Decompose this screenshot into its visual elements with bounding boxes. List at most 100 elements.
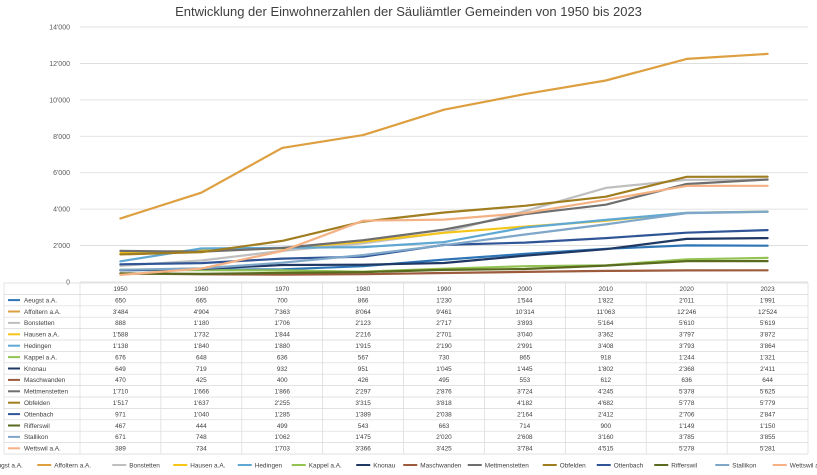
chart-title: Entwicklung der Einwohnerzahlen der Säul… [175, 4, 642, 19]
table-series-name: Stallikon [24, 434, 49, 441]
data-label: 2'297 [355, 389, 371, 396]
data-label: 2'847 [760, 411, 776, 418]
y-tick-label: 4'000 [53, 207, 70, 214]
legend-entry: Rifferswil [671, 462, 697, 469]
data-label: 932 [277, 366, 288, 373]
data-label: 5'619 [760, 320, 776, 327]
data-label: 1'285 [275, 411, 291, 418]
legend-entry: Kappel a.A. [309, 462, 342, 469]
data-label: 2'608 [517, 434, 533, 441]
legend: Aeugst a.A. Affoltern a.A. Bonstetten Hause… [0, 462, 817, 469]
series-line-9 [119, 175, 769, 256]
data-label: 865 [520, 354, 531, 361]
x-category-label: 2000 [518, 286, 533, 293]
legend-entry: Stallikon [732, 462, 757, 469]
legend-entry: Obfelden [560, 462, 586, 469]
y-tick-label: 10'000 [49, 97, 70, 104]
data-label: 951 [358, 366, 369, 373]
y-tick-label: 2'000 [53, 243, 70, 250]
data-label: 2'412 [598, 411, 614, 418]
data-label: 1'710 [113, 389, 129, 396]
y-tick-label: 8'000 [53, 134, 70, 141]
table-series-name: Rifferswil [24, 423, 50, 430]
table-series-name: Ottenbach [24, 411, 54, 418]
data-label: 663 [439, 423, 450, 430]
data-label: 2'991 [517, 343, 533, 350]
data-label: 1'244 [679, 354, 695, 361]
data-label: 1'880 [275, 343, 291, 350]
data-label: 5'610 [679, 320, 695, 327]
data-label: 734 [196, 446, 207, 453]
data-label: 665 [196, 297, 207, 304]
series-line-13 [119, 184, 769, 276]
data-label: 3'366 [355, 446, 371, 453]
data-label: 866 [358, 297, 369, 304]
table-series-name: Wettswil a.A. [24, 446, 61, 453]
data-label: 1'915 [355, 343, 371, 350]
data-label: 719 [196, 366, 207, 373]
data-label: 748 [196, 434, 207, 441]
x-category-label: 1960 [194, 286, 209, 293]
data-label: 567 [358, 354, 369, 361]
data-label: 636 [277, 354, 288, 361]
legend-entry: Affoltern a.A. [54, 462, 91, 469]
legend-entry: Wettswil a.A. [790, 462, 817, 469]
data-label: 648 [196, 354, 207, 361]
data-label: 971 [115, 411, 126, 418]
data-label: 3'160 [598, 434, 614, 441]
data-label: 888 [115, 320, 126, 327]
table-series-name: Mettmenstetten [24, 389, 68, 396]
data-label: 1'517 [113, 400, 129, 407]
data-label: 4'904 [194, 309, 210, 316]
data-label: 1'180 [194, 320, 210, 327]
data-label: 3'818 [436, 400, 452, 407]
data-label: 2'717 [436, 320, 452, 327]
y-tick-label: 6'000 [53, 170, 70, 177]
data-label: 4'682 [598, 400, 614, 407]
y-tick-label: 14'000 [49, 25, 70, 32]
data-label: 2'706 [679, 411, 695, 418]
data-label: 4'245 [598, 389, 614, 396]
data-label: 3'425 [436, 446, 452, 453]
data-label: 3'785 [679, 434, 695, 441]
table-series-name: Hedingen [24, 343, 52, 350]
data-label: 7'363 [275, 309, 291, 316]
table-series-name: Affoltern a.A. [24, 309, 61, 316]
data-label: 1'706 [275, 320, 291, 327]
data-label: 3'784 [517, 446, 533, 453]
data-label: 10'314 [515, 309, 534, 316]
grid-lines [80, 26, 808, 283]
data-label: 3'855 [760, 434, 776, 441]
data-label: 1'150 [760, 423, 776, 430]
legend-entry: Knonau [373, 462, 395, 469]
data-label: 5'778 [679, 400, 695, 407]
data-label: 3'724 [517, 389, 533, 396]
data-label: 1'822 [598, 297, 614, 304]
table-series-name: Maschwanden [24, 377, 66, 384]
data-label: 1'321 [760, 354, 776, 361]
data-label: 5'278 [679, 446, 695, 453]
data-label: 1'802 [598, 366, 614, 373]
data-label: 1'666 [194, 389, 210, 396]
series-line-12 [119, 210, 769, 271]
data-label: 1'840 [194, 343, 210, 350]
data-label: 1'544 [517, 297, 533, 304]
series-line-5 [119, 256, 769, 273]
table-series-name: Bonstetten [24, 320, 55, 327]
data-label: 1'045 [436, 366, 452, 373]
data-label: 612 [600, 377, 611, 384]
data-label: 714 [520, 423, 531, 430]
series-line-2 [119, 178, 769, 267]
series-line-11 [119, 260, 769, 275]
data-label: 636 [681, 377, 692, 384]
data-label: 3'362 [598, 332, 614, 339]
data-label: 5'164 [598, 320, 614, 327]
data-label: 1'062 [275, 434, 291, 441]
data-label: 676 [115, 354, 126, 361]
data-label: 1'040 [194, 411, 210, 418]
data-label: 2'216 [355, 332, 371, 339]
table-series-name: Aeugst a.A. [24, 297, 57, 304]
data-label: 3'864 [760, 343, 776, 350]
series-lines [119, 52, 769, 276]
